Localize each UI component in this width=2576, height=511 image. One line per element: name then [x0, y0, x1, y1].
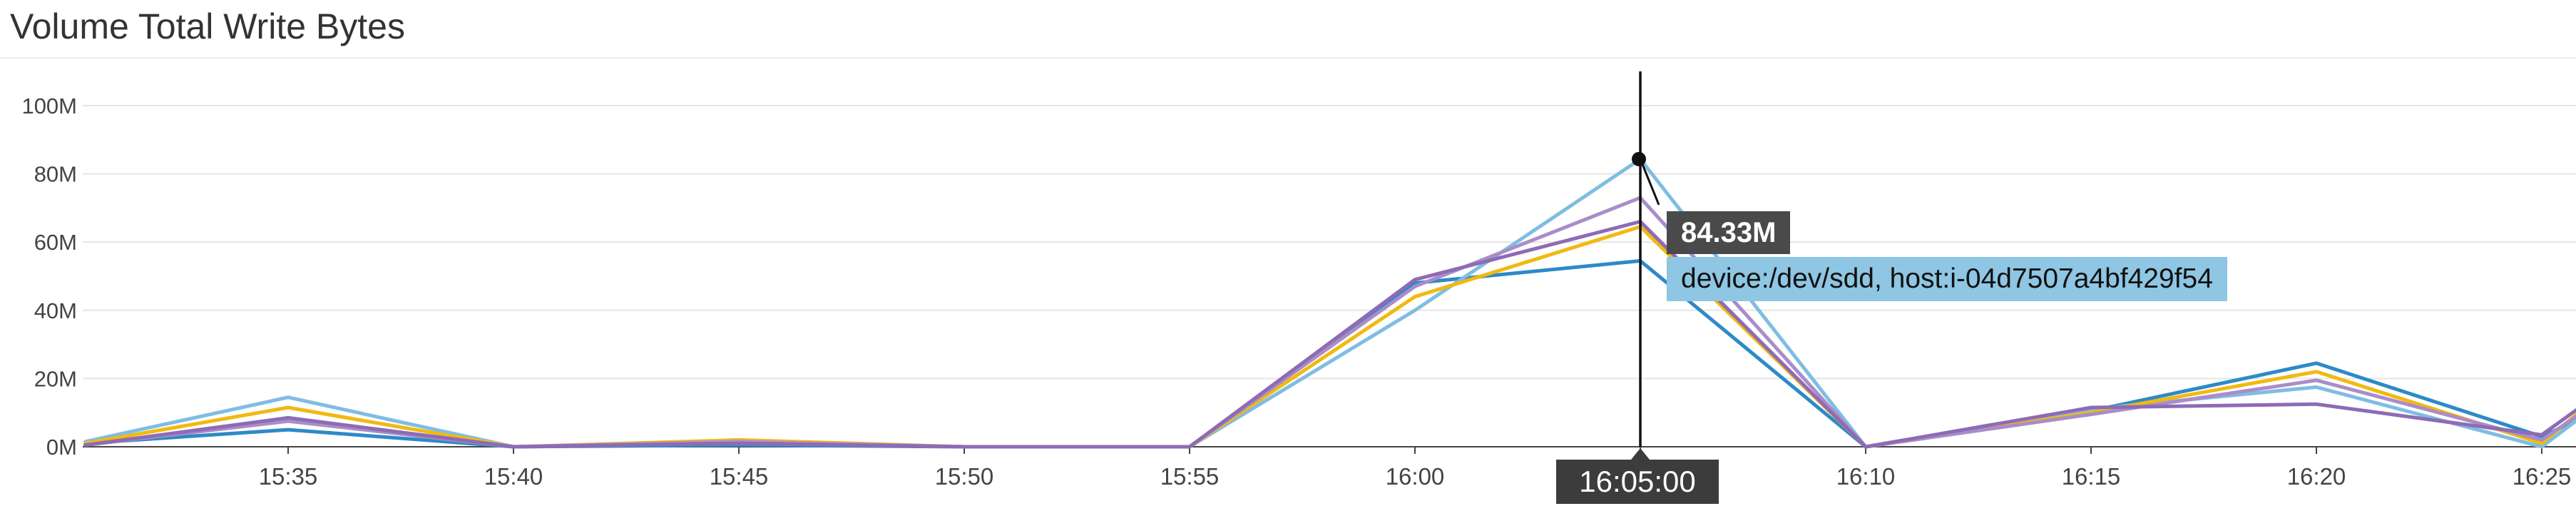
x-tick-label: 16:00	[1386, 463, 1445, 490]
series-lines[interactable]	[83, 157, 2576, 449]
hover-crosshair	[1631, 71, 1660, 460]
tooltip-value: 84.33M	[1667, 211, 1791, 254]
x-tick-label: 16:25	[2513, 463, 2572, 490]
x-tick-label: 16:20	[2287, 463, 2346, 490]
y-tick-label: 40M	[34, 298, 77, 323]
x-axis-ticks: 15:35 15:40 15:45 15:50 15:55 16:00 16:10 16:15…	[259, 447, 2572, 490]
x-tick-label: 15:40	[484, 463, 543, 490]
y-tick-label: 80M	[34, 162, 77, 187]
series-line-5[interactable]	[83, 220, 2576, 449]
time-label-caret	[1631, 448, 1650, 460]
y-tick-label: 100M	[21, 93, 77, 118]
series-line-2[interactable]	[83, 157, 2576, 449]
y-tick-label: 20M	[34, 366, 77, 391]
tooltip-pointer	[1639, 158, 1660, 206]
y-tick-label: 0M	[46, 435, 77, 460]
series-line-4[interactable]	[83, 196, 2576, 449]
crosshair-time-label: 16:05:00	[1556, 460, 1719, 504]
x-tick-label: 15:35	[259, 463, 318, 490]
x-tick-label: 15:50	[935, 463, 994, 490]
gridlines	[83, 105, 2576, 447]
y-axis-ticks: 0M 20M 40M 60M 80M 100M	[21, 93, 77, 460]
tooltip-series-label: device:/dev/sdd, host:i-04d7507a4bf429f5…	[1667, 257, 2227, 301]
x-tick-label: 15:45	[710, 463, 769, 490]
x-tick-label: 16:15	[2062, 463, 2121, 490]
header-divider	[0, 57, 2576, 59]
widget-title: Volume Total Write Bytes	[10, 6, 405, 46]
x-tick-label: 15:55	[1160, 463, 1220, 490]
y-tick-label: 60M	[34, 230, 77, 255]
x-tick-label: 16:10	[1836, 463, 1896, 490]
hover-point-marker	[1632, 151, 1646, 166]
